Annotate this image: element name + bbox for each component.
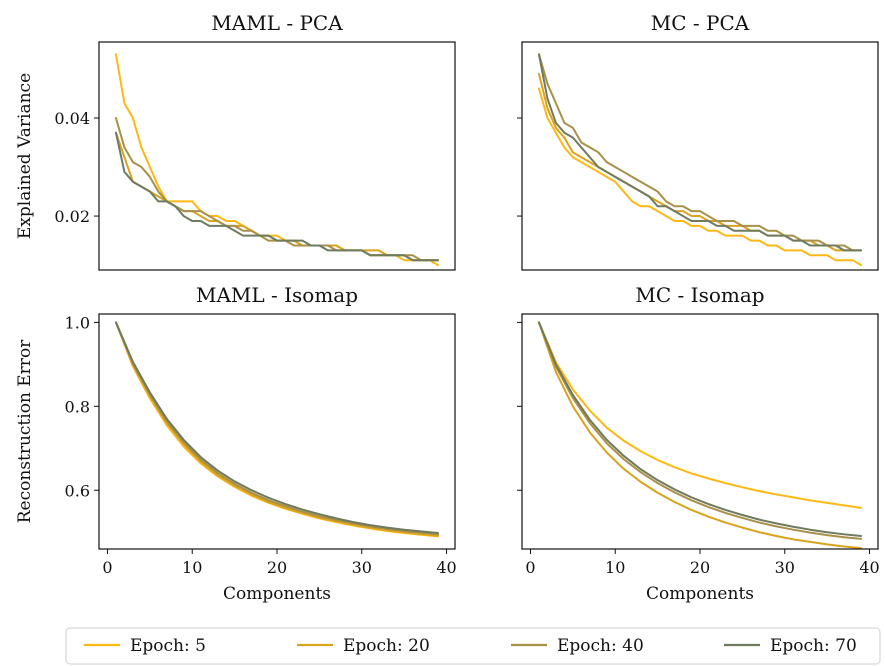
- series-line-epoch-5: [537, 87, 863, 267]
- mc-pca-panel: MC - PCA: [517, 11, 879, 271]
- series-line-epoch-20: [114, 321, 440, 537]
- legend-label: Epoch: 20: [343, 636, 430, 656]
- y-tick-label: 0.02: [54, 207, 90, 226]
- y-axis-label: Explained Variance: [15, 73, 35, 239]
- x-tick-label: 0: [525, 558, 535, 577]
- series-line-epoch-20: [537, 321, 863, 550]
- x-tick-label: 30: [352, 558, 372, 577]
- series-line-epoch-40: [537, 321, 863, 540]
- series-line-epoch-40: [114, 321, 440, 536]
- legend-label: Epoch: 40: [557, 636, 644, 656]
- x-axis-label: Components: [646, 584, 754, 604]
- y-tick-label: 0.6: [65, 481, 90, 500]
- y-tick-label: 1.0: [65, 313, 90, 332]
- y-tick-label: 0.8: [65, 397, 90, 416]
- panel-title: MAML - PCA: [211, 11, 343, 35]
- series-line-epoch-70: [114, 321, 440, 535]
- series-line-epoch-20: [537, 72, 863, 252]
- series-line-epoch-5: [114, 53, 440, 267]
- legend-label: Epoch: 70: [770, 636, 857, 656]
- series-line-epoch-40: [537, 53, 863, 252]
- x-tick-label: 10: [182, 558, 202, 577]
- x-tick-label: 10: [605, 558, 625, 577]
- maml-pca-panel: MAML - PCA 0.02 0.04 Explained Variance: [15, 11, 456, 271]
- x-axis-label: Components: [223, 584, 331, 604]
- x-tick-label: 0: [102, 558, 112, 577]
- maml-isomap-panel: MAML - Isomap 0.6 0.8 1.0 0 10 20 30 40 Reconstru…: [15, 283, 457, 604]
- legend-box: [65, 627, 881, 665]
- panel-frame: [521, 41, 879, 271]
- panel-title: MC - PCA: [651, 11, 750, 35]
- panel-frame: [98, 313, 456, 550]
- series-line-epoch-5: [537, 321, 863, 509]
- x-tick-label: 40: [436, 558, 456, 577]
- y-tick-label: 0.04: [54, 109, 90, 128]
- x-tick-label: 20: [690, 558, 710, 577]
- panel-frame: [98, 41, 456, 271]
- panel-title: MAML - Isomap: [196, 283, 358, 307]
- x-tick-label: 30: [775, 558, 795, 577]
- legend-label: Epoch: 5: [130, 636, 206, 656]
- series-line-epoch-70: [114, 131, 440, 262]
- legend: Epoch: 5 Epoch: 20 Epoch: 40 Epoch: 70: [65, 627, 881, 665]
- x-tick-label: 20: [267, 558, 287, 577]
- series-line-epoch-70: [537, 53, 863, 252]
- series-line-epoch-70: [537, 321, 863, 537]
- mc-isomap-panel: MC - Isomap 0 10 20 30 40 Components: [517, 283, 880, 604]
- panel-frame: [521, 313, 879, 550]
- y-axis-label: Reconstruction Error: [15, 339, 35, 523]
- panel-title: MC - Isomap: [635, 283, 764, 307]
- series-line-epoch-40: [114, 117, 440, 262]
- x-tick-label: 40: [859, 558, 879, 577]
